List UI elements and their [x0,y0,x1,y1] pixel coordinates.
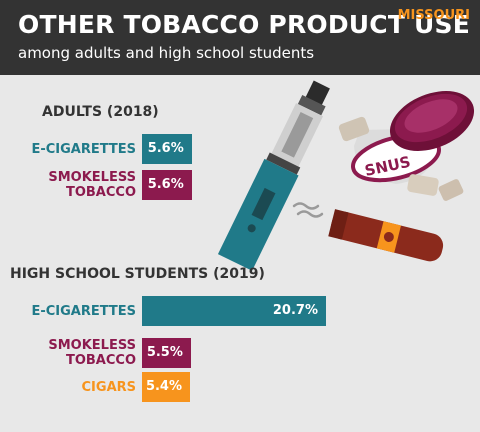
high-school-category-label: SMOKELESS TOBACCO [48,338,136,368]
header-banner: OTHER TOBACCO PRODUCT USE among adults a… [0,0,480,75]
high-school-value-label: 5.5% [146,345,183,360]
high-school-section-title: HIGH SCHOOL STUDENTS (2019) [10,266,265,282]
category-label-line: E-CIGARETTES [31,141,136,157]
e-cigarette-icon [217,80,330,271]
category-label-line: CIGARS [81,379,136,395]
high-school-bar [142,338,191,368]
high-school-category-label: CIGARS [82,380,136,395]
category-label-line: SMOKELESS [48,338,136,353]
high-school-category-label: E-CIGARETTES [31,304,136,319]
state-label: MISSOURI [397,8,470,23]
category-label-line: TOBACCO [65,185,136,200]
category-label-line: E-CIGARETTES [31,303,136,319]
smoke-icon [292,202,324,218]
adults-category-label: E-CIGARETTES [31,142,136,157]
cigar-icon [328,209,444,262]
adults-value-label: 5.6% [147,177,184,192]
high-school-value-label: 20.7% [272,303,318,318]
adults-bar [142,170,192,200]
category-label-line: TOBACCO [65,353,136,368]
adults-section-title: ADULTS (2018) [42,104,159,120]
high-school-value-label: 5.4% [145,379,182,394]
page-title: OTHER TOBACCO PRODUCT USE [18,10,470,39]
snus-tin-icon: SNUS [338,91,475,201]
adults-bar [142,134,192,164]
category-label-line: SMOKELESS [48,170,136,185]
adults-value-label: 5.6% [147,141,184,156]
adults-category-label: SMOKELESS TOBACCO [48,170,136,200]
high-school-bar [142,296,326,326]
high-school-bar [142,372,190,402]
page-subtitle: among adults and high school students [18,44,315,62]
